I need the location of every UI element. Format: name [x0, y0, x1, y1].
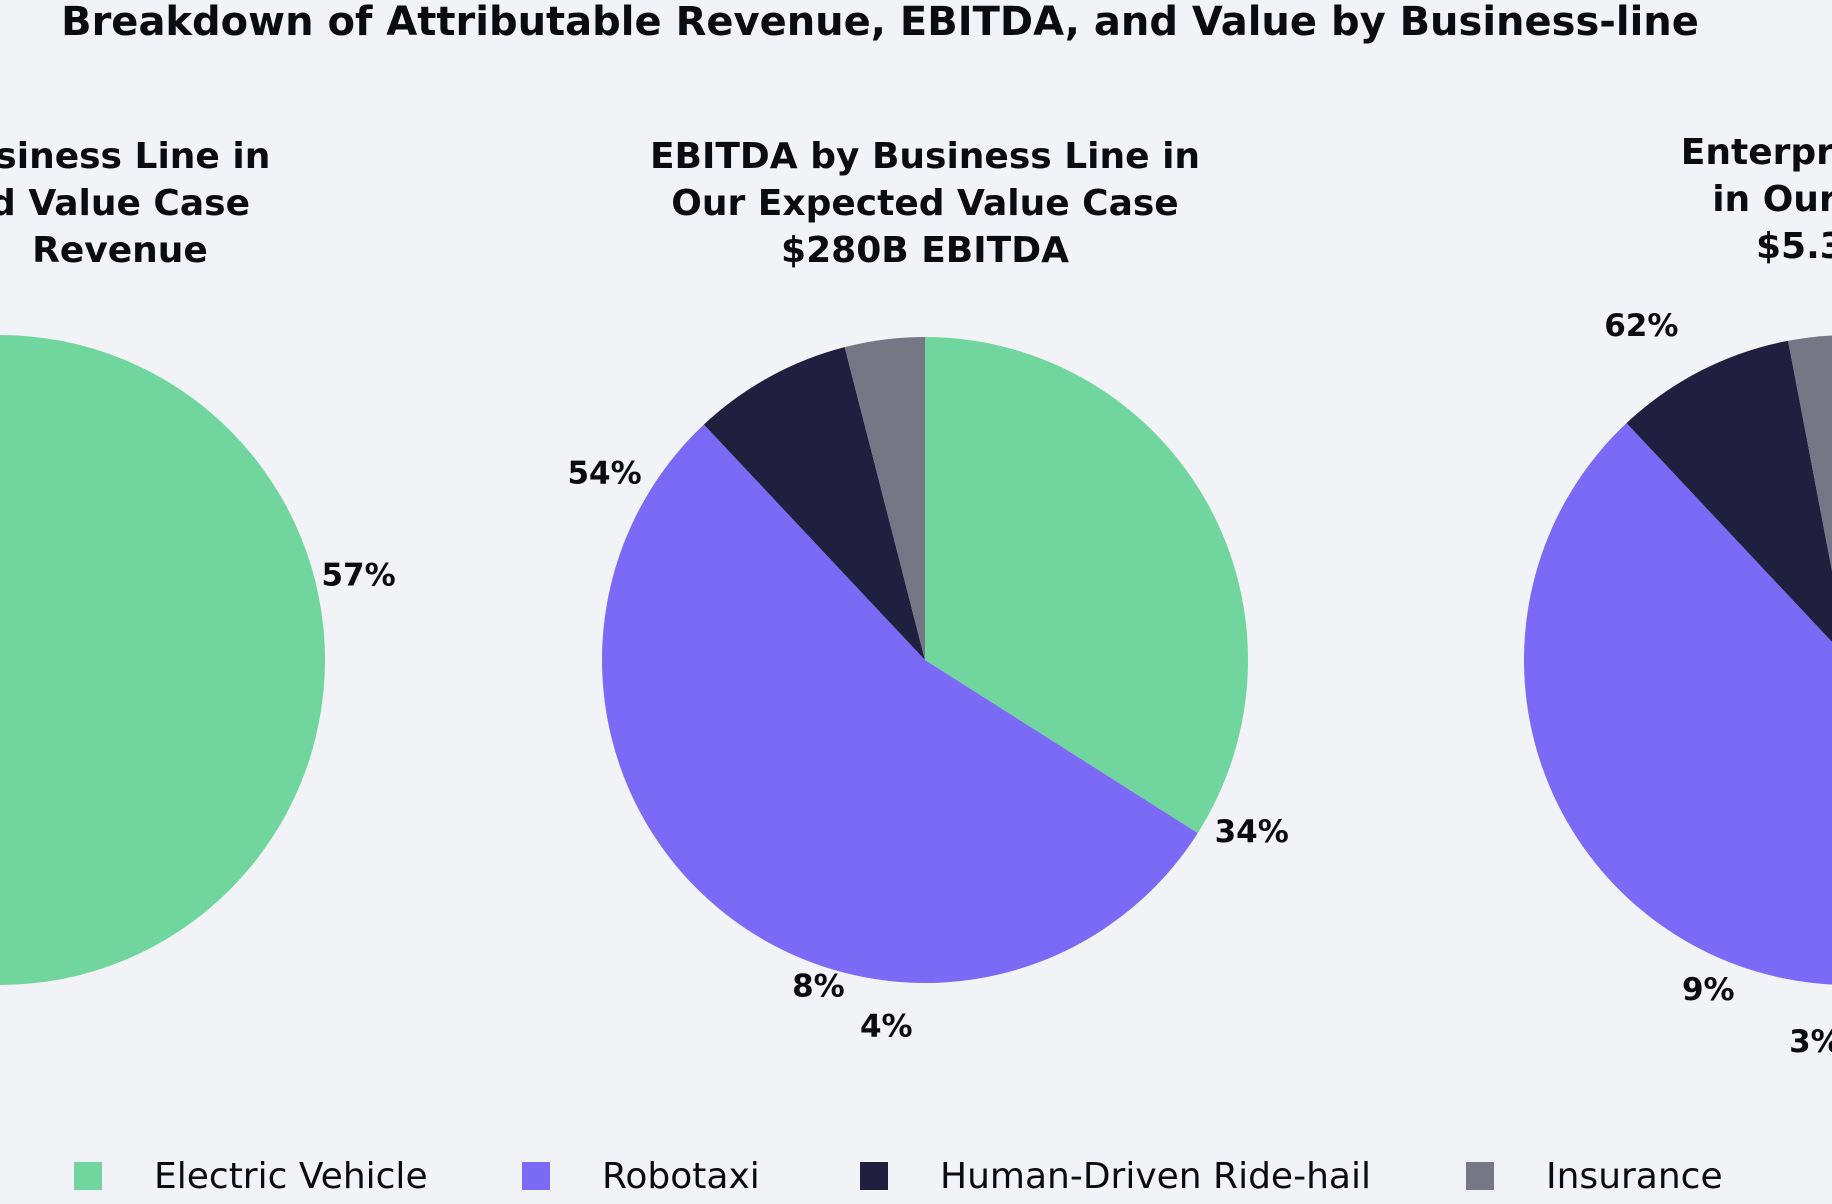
data-label-robotaxi: 62% [1604, 308, 1678, 344]
data-label-electric-vehicle: 57% [321, 558, 395, 594]
pie-title-line-2: d Value Case [0, 183, 250, 224]
pie-title-line-2: Our Expected Value Case [671, 183, 1178, 224]
legend-label: Electric Vehicle [154, 1155, 428, 1197]
legend-label: Insurance [1546, 1155, 1723, 1197]
data-label-human-driven-ride-hail: 9% [1682, 972, 1735, 1008]
pie-slice-human-driven-ride-hail [703, 347, 925, 660]
pie-title-line-3: Revenue [32, 230, 208, 271]
legend-label: Robotaxi [602, 1155, 760, 1197]
legend-swatch-robotaxi [522, 1162, 550, 1190]
pie-title-line-2: in Our Expect [1712, 179, 1832, 220]
pie-slice-robotaxi [1524, 423, 1832, 985]
pie-slice-insurance [844, 337, 925, 660]
data-label-electric-vehicle: 34% [1215, 814, 1289, 850]
legend-swatch-insurance [1466, 1162, 1494, 1190]
pie-slice-human-driven-ride-hail [1626, 340, 1832, 642]
pie-title-line-1: usiness Line in [0, 136, 270, 177]
data-label-human-driven-ride-hail: 8% [792, 969, 845, 1005]
pie-slice-electric-vehicle [0, 335, 325, 985]
pie-slice-electric-vehicle [925, 337, 1249, 834]
data-label-insurance: 4% [860, 1009, 913, 1045]
legend-item-insurance: Insurance [1466, 1152, 1723, 1200]
legend-item-robotaxi: Robotaxi [522, 1152, 760, 1200]
chart-title: Breakdown of Attributable Revenue, EBITD… [61, 0, 1699, 45]
legend-swatch-electric-vehicle [74, 1162, 102, 1190]
data-label-robotaxi: 54% [567, 456, 641, 492]
pie-chart-1: 57% usiness Line in d Value Case Revenue [0, 136, 396, 985]
pie-title-line-1: EBITDA by Business Line in [650, 136, 1200, 177]
pie-title-line-3: $280B EBITDA [781, 230, 1069, 271]
pie-chart-2: 34% 54% 8% 4% EBITDA by Business Line in Our … [567, 136, 1288, 1045]
legend-item-human-driven-ride-hail: Human-Driven Ride-hail [860, 1152, 1371, 1200]
pie-slice-robotaxi [602, 424, 1198, 983]
pie-chart-3: 62% 9% 3% Enterprise Value in Our Expect $5.3… [1524, 132, 1832, 1060]
legend-swatch-human-driven-ride-hail [860, 1162, 888, 1190]
legend-item-electric-vehicle: Electric Vehicle [74, 1152, 428, 1200]
pie-title-line-3: $5.3T Ma [1756, 226, 1832, 267]
pie-title-line-1: Enterprise Value [1681, 132, 1832, 173]
data-label-insurance: 3% [1789, 1024, 1832, 1060]
pie-slice-insurance [1788, 335, 1832, 571]
legend-label: Human-Driven Ride-hail [940, 1155, 1371, 1197]
